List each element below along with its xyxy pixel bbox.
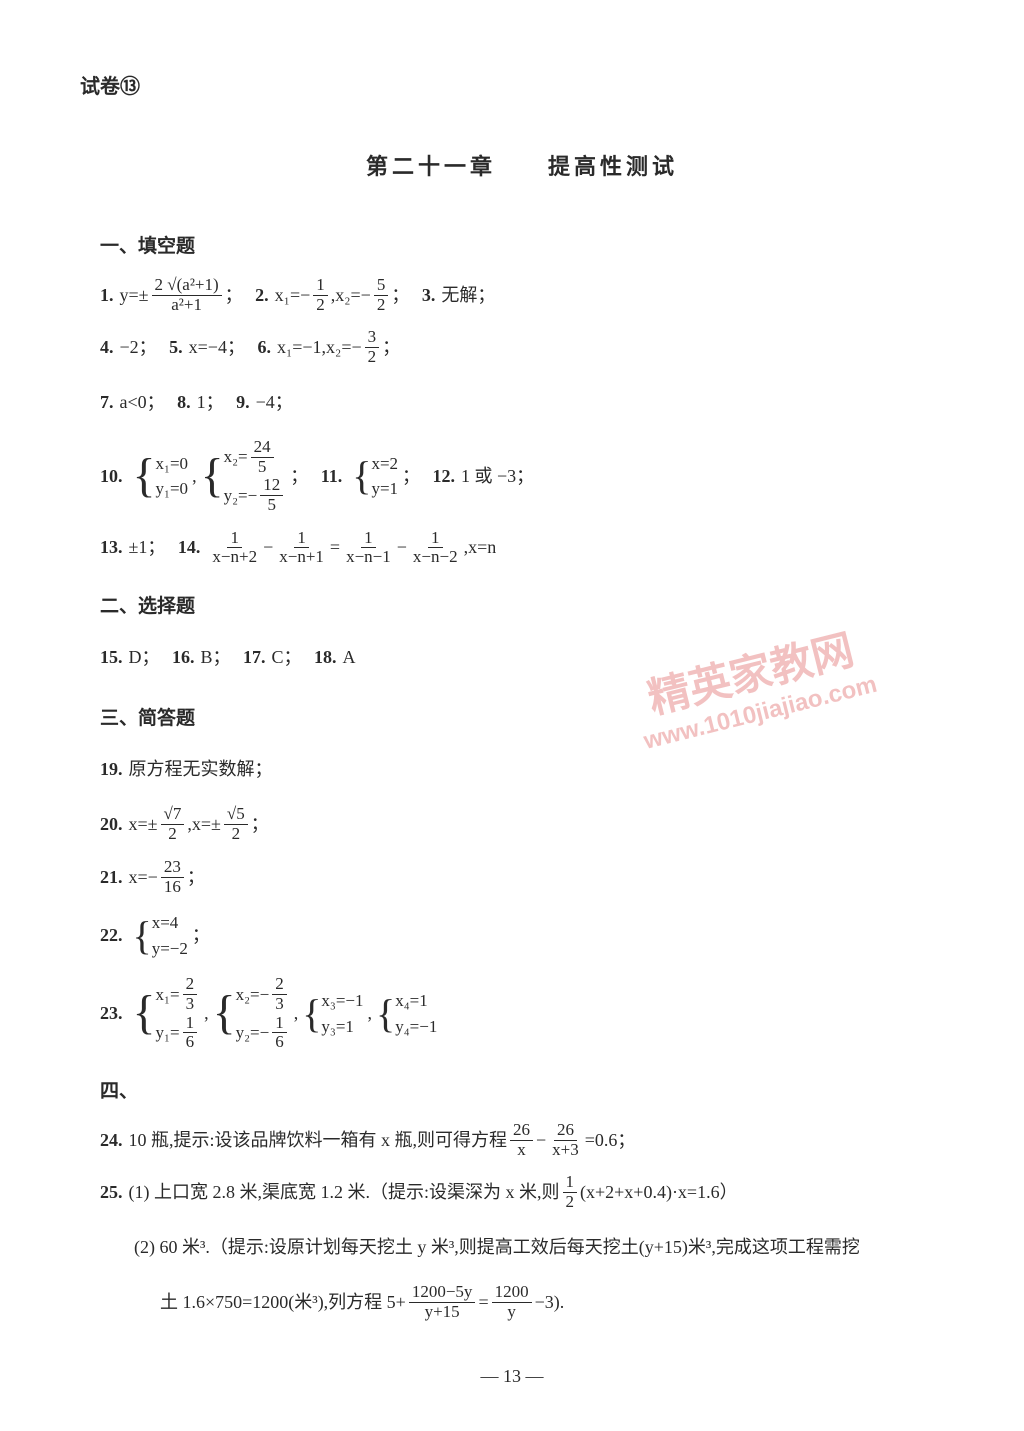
q16: 16.B； [172, 636, 231, 679]
row-10-12: 10. { x₁=0 y₁=0 , { x₂= 245 y₂=− [100, 438, 944, 515]
q1-frac: 2 √(a²+1) a²+1 [152, 276, 222, 314]
q17: 17.C； [243, 636, 302, 679]
q1-tail: ； [225, 281, 243, 310]
row-15-18: 15.D； 16.B； 17.C； 18.A [100, 636, 944, 679]
section-4-heading: 四、 [100, 1076, 944, 1103]
q21: 21. x=− 2316 ； [100, 858, 944, 896]
row-13-14: 13.±1； 14. 1x−n+2 − 1x−n+1 = 1x−n−1 − 1x… [100, 529, 944, 567]
q9: 9.−4； [236, 381, 293, 424]
q24: 24. 10 瓶,提示:设该品牌饮料一箱有 x 瓶,则可得方程 26x − 26… [100, 1121, 944, 1159]
section-3-heading: 三、简答题 [100, 703, 944, 730]
q12: 12. 1 或 −3； [433, 462, 535, 491]
q2-f1: 1 2 [313, 276, 328, 314]
q23: 23. { x₁=23 y₁=16 , { x₂=−23 y₂=−16 , { … [100, 975, 944, 1052]
page-number: — 13 — [0, 1366, 1024, 1387]
q14: 14. 1x−n+2 − 1x−n+1 = 1x−n−1 − 1x−n−2 ,x… [178, 529, 496, 567]
q19: 19. 原方程无实数解； [100, 748, 944, 791]
q13: 13.±1； [100, 533, 165, 562]
q25-line2: (2) 60 米³.（提示:设原计划每天挖土 y 米³,则提高工效后每天挖土(y… [100, 1226, 944, 1269]
q3-ans: 无解； [441, 281, 495, 310]
q10-sys1: { x₁=0 y₁=0 [133, 451, 189, 502]
q15: 15.D； [100, 636, 160, 679]
q3: 3. 无解； [422, 281, 496, 310]
q18: 18.A [314, 636, 356, 679]
q8: 8.1； [177, 381, 224, 424]
q10-sys2: { x₂= 245 y₂=− 125 [201, 438, 287, 515]
q7: 7.a<0； [100, 381, 165, 424]
q20: 20. x=± √72 ,x=± √52 ； [100, 805, 944, 843]
section-2-heading: 二、选择题 [100, 591, 944, 618]
row-1-3: 1. y=± 2 √(a²+1) a²+1 ； 2. x₁=− 1 2 ,x₂=… [100, 276, 944, 314]
page: 试卷⑬ 第二十一章 提高性测试 精英家教网 www.1010jiajiao.co… [0, 0, 1024, 1431]
q22: 22. { x=4 y=−2 ； [100, 910, 944, 961]
q23-sys4: { x₄=1 y₄=−1 [376, 988, 437, 1039]
q25-line1: 25. (1) 上口宽 2.8 米,渠底宽 1.2 米.（提示:设渠深为 x 米… [100, 1173, 944, 1211]
q2: 2. x₁=− 1 2 ,x₂=− 5 2 ； [255, 276, 409, 314]
chapter-title: 第二十一章 提高性测试 [100, 149, 944, 181]
q11: 11. { x=2 y=1 ； [321, 451, 420, 502]
q4: 4. −2； [100, 333, 157, 362]
q10: 10. { x₁=0 y₁=0 , { x₂= 245 y₂=− [100, 438, 308, 515]
q23-sys3: { x₃=−1 y₃=1 [302, 988, 363, 1039]
q2-num: 2. [255, 281, 269, 310]
q1: 1. y=± 2 √(a²+1) a²+1 ； [100, 276, 243, 314]
q5: 5. x=−4； [169, 333, 245, 362]
q2-f2: 5 2 [374, 276, 389, 314]
row-4-6: 4. −2； 5. x=−4； 6. x₁=−1,x₂=− 3 2 ； [100, 328, 944, 366]
q1-pre: y=± [120, 281, 149, 310]
q1-num: 1. [100, 281, 114, 310]
row-7-9: 7.a<0； 8.1； 9.−4； [100, 381, 944, 424]
q25-line3: 土 1.6×750=1200(米³),列方程 5+ 1200−5yy+15 = … [100, 1283, 944, 1321]
q3-num: 3. [422, 281, 436, 310]
q6-frac: 3 2 [365, 328, 380, 366]
section-1-heading: 一、填空题 [100, 231, 944, 258]
q11-sys: { x=2 y=1 [352, 451, 398, 502]
q23-sys1: { x₁=23 y₁=16 [133, 975, 201, 1052]
test-label: 试卷⑬ [80, 70, 944, 99]
q23-sys2: { x₂=−23 y₂=−16 [213, 975, 290, 1052]
q6: 6. x₁=−1,x₂=− 3 2 ； [257, 328, 400, 366]
